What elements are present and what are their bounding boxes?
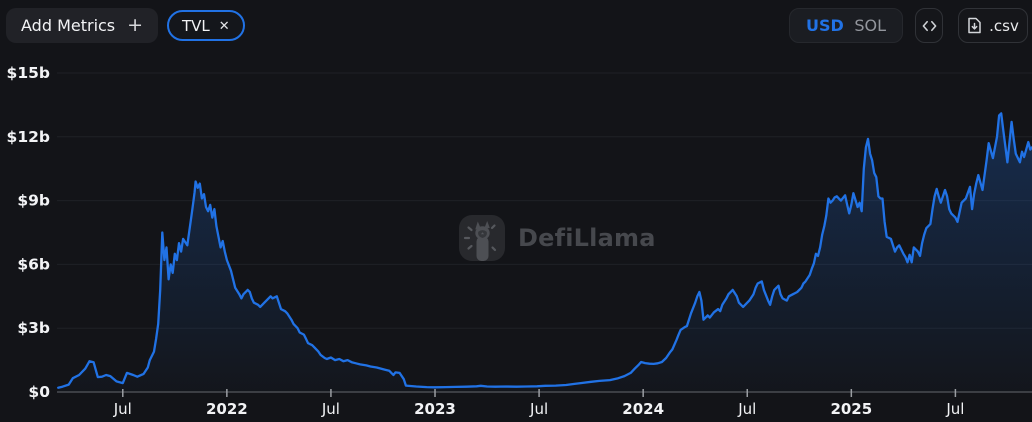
file-download-icon xyxy=(968,17,981,34)
y-axis-label: $15b xyxy=(7,64,50,82)
x-axis-label: Jul xyxy=(529,400,548,418)
x-axis-label: Jul xyxy=(321,400,340,418)
x-axis-label: Jul xyxy=(737,400,756,418)
currency-toggle[interactable]: USD SOL xyxy=(789,8,903,43)
close-icon[interactable]: ✕ xyxy=(218,18,230,34)
csv-button-label: .csv xyxy=(989,16,1019,35)
currency-option-sol[interactable]: SOL xyxy=(854,16,886,35)
add-metrics-button[interactable]: Add Metrics + xyxy=(6,8,159,43)
y-axis-label: $0 xyxy=(28,383,50,401)
x-axis-label: Jul xyxy=(945,400,964,418)
metric-chip-tvl[interactable]: TVL ✕ xyxy=(167,10,245,41)
chart-toolbar: Add Metrics + TVL ✕ USD SOL .csv xyxy=(0,0,1032,50)
embed-code-button[interactable] xyxy=(915,8,943,43)
x-axis-label: Jul xyxy=(113,400,132,418)
y-axis-label: $6b xyxy=(17,255,50,273)
currency-option-usd[interactable]: USD xyxy=(806,16,844,35)
metric-chip-label: TVL xyxy=(182,16,210,35)
download-csv-button[interactable]: .csv xyxy=(958,8,1028,43)
x-axis-label: 2023 xyxy=(414,400,456,418)
y-axis-label: $12b xyxy=(7,128,50,146)
code-brackets-icon xyxy=(922,20,936,31)
add-metrics-label: Add Metrics xyxy=(21,16,116,35)
tvl-line xyxy=(57,112,1032,389)
plus-icon: + xyxy=(127,14,144,36)
tvl-area-fill xyxy=(58,113,1032,393)
y-axis-label: $9b xyxy=(17,192,50,210)
x-axis-label: 2024 xyxy=(622,400,664,418)
x-axis-label: 2022 xyxy=(206,400,248,418)
x-axis-label: 2025 xyxy=(830,400,872,418)
y-axis-label: $3b xyxy=(17,319,50,337)
